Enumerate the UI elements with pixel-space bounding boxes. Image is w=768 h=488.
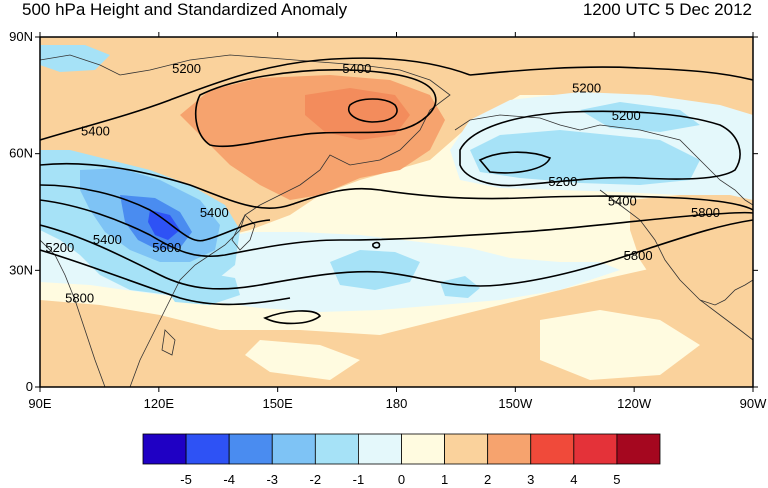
contour-label: 5800 [691, 205, 720, 220]
lat-label: 0 [26, 379, 33, 394]
colorbar-swatch [314, 433, 359, 465]
anomaly-neg-arctic-patch [580, 102, 700, 132]
anomaly-neg-midpacific-1 [330, 250, 420, 290]
map-title: 500 hPa Height and Standardized Anomaly [22, 0, 348, 19]
colorbar: -5 -4 -3 -2 -1 0 1 2 3 4 5 [142, 433, 661, 487]
colorbar-label: -5 [180, 472, 192, 487]
height-contours [40, 57, 753, 325]
contour-label: 5400 [93, 232, 122, 247]
axis-ticks: 90N 60N 30N 0 90E 120E 150E 180 150W 120W 90W [9, 29, 767, 411]
contour-label: 5600 [152, 240, 181, 255]
anomaly-neutral-tropics-patch [245, 340, 360, 380]
colorbar-swatch [444, 433, 489, 465]
colorbar-label: 4 [570, 472, 577, 487]
colorbar-swatch [185, 433, 230, 465]
contour-5200-west [40, 57, 471, 141]
contour-labels: 5200 5400 5200 5200 5400 5200 5200 5400 5800 5400… [45, 61, 720, 306]
contour-label: 5400 [342, 61, 371, 76]
anomaly-neg-midpacific-2 [440, 276, 480, 298]
contour-closed-midpac [263, 310, 322, 325]
colorbar-swatch [487, 433, 532, 465]
colorbar-swatch [401, 433, 445, 465]
colorbar-swatch [573, 433, 618, 465]
colorbar-swatch [530, 433, 575, 465]
lat-label: 90N [9, 29, 33, 44]
lon-label: 90E [28, 396, 51, 411]
contour-label: 5200 [45, 240, 74, 255]
contour-5800-south [40, 249, 291, 306]
colorbar-label: -3 [266, 472, 278, 487]
contour-5200-canada [459, 110, 741, 187]
contour-5400-siberia [194, 68, 437, 148]
contour-small-180 [372, 241, 381, 249]
lon-label: 120W [617, 396, 652, 411]
colorbar-swatch [142, 433, 187, 465]
lon-label: 120E [144, 396, 175, 411]
lat-label: 60N [9, 146, 33, 161]
lon-label: 150W [498, 396, 533, 411]
coastlines [40, 54, 753, 387]
lon-label: 90W [740, 396, 767, 411]
colorbar-label: 0 [398, 472, 405, 487]
contour-5800-pac [40, 219, 753, 290]
anomaly-neutral-tropics-patch2 [540, 310, 700, 380]
anomaly-pos-siberia-inner [305, 88, 410, 140]
lon-label: 180 [386, 396, 408, 411]
contour-label: 5200 [172, 61, 201, 76]
contour-label: 5200 [548, 174, 577, 189]
contour-label: 5200 [572, 81, 601, 96]
colorbar-label: 1 [441, 472, 448, 487]
colorbar-swatch [358, 433, 402, 465]
contour-label: 5200 [612, 108, 641, 123]
anomaly-pos-north-america [630, 195, 753, 310]
colorbar-label: -1 [353, 472, 365, 487]
colorbar-label: -4 [223, 472, 235, 487]
anomaly-shading [40, 37, 753, 387]
colorbar-label: 5 [613, 472, 620, 487]
contour-5600-pac [40, 199, 753, 258]
anomaly-neg-japan-innercore [148, 210, 180, 240]
colorbar-swatch [616, 433, 661, 465]
colorbar-swatch [228, 433, 273, 465]
contour-5200-arctic [469, 66, 753, 81]
contour-5400-trough [40, 184, 271, 242]
colorbar-swatch [271, 433, 316, 465]
contour-label: 5800 [65, 291, 94, 306]
contour-label: 5400 [608, 193, 637, 208]
colorbar-label: 3 [527, 472, 534, 487]
contour-5400-eastpac [40, 162, 753, 211]
anomaly-neg-arctic-left [40, 45, 110, 72]
contour-label: 5400 [81, 123, 110, 138]
map-datetime: 1200 UTC 5 Dec 2012 [582, 0, 752, 19]
lon-label: 150E [262, 396, 293, 411]
contour-label: 5800 [624, 248, 653, 263]
contour-label: 5400 [200, 205, 229, 220]
colorbar-label: -2 [310, 472, 322, 487]
contour-5400-inner [348, 98, 398, 123]
lat-label: 30N [9, 262, 33, 277]
colorbar-label: 2 [484, 472, 491, 487]
contour-5200-inner-canada [478, 151, 552, 174]
